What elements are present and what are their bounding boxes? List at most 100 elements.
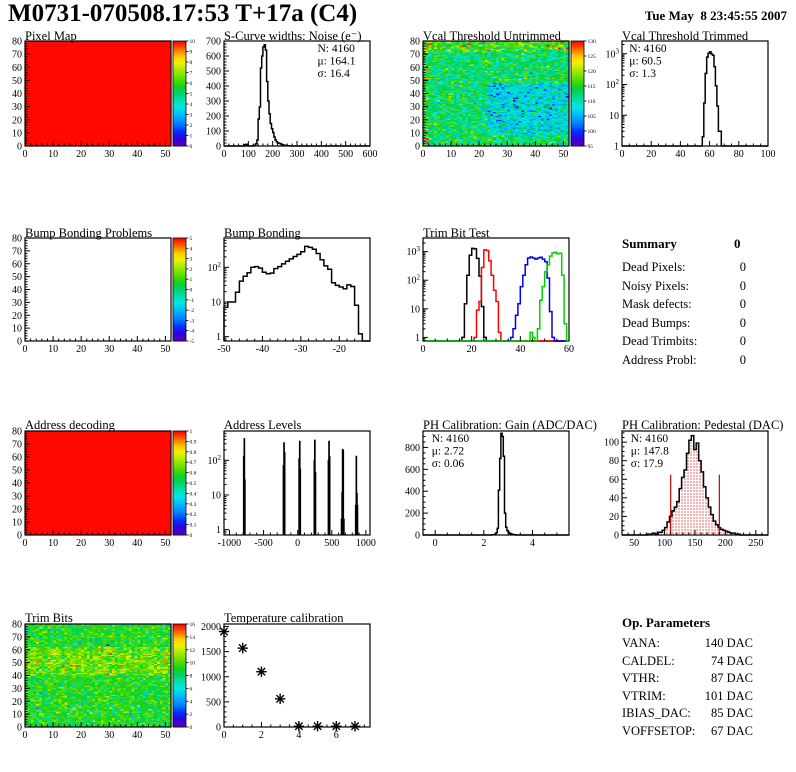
svg-text:-50: -50 [217,344,230,355]
svg-text:40: 40 [132,344,142,355]
svg-text:500: 500 [338,149,353,160]
svg-text:80: 80 [609,456,619,467]
bump-bonding-plot: Bump Bonding -50 -40 -30 -20 1 10 102 [199,225,398,415]
svg-text:10: 10 [48,149,58,160]
summary-panel: Summary 0 Dead Pixels: 0 Noisy Pixels: 0 M… [597,225,796,415]
svg-text:0.2: 0.2 [190,512,197,518]
svg-text:9: 9 [190,50,193,56]
svg-text:700: 700 [206,37,221,48]
summary-row: Noisy Pixels: 0 [622,277,746,296]
svg-text:-1: -1 [190,298,195,304]
svg-text:-4: -4 [190,329,195,335]
svg-text:-1000: -1000 [218,538,241,549]
svg-text:1: 1 [216,525,221,536]
svg-text:80: 80 [12,37,22,48]
svg-text:8: 8 [190,674,193,680]
svg-text:50: 50 [160,538,170,549]
op-parameter-value: 85 DAC [710,706,753,720]
svg-text:1000: 1000 [201,672,221,683]
svg-text:1000: 1000 [356,538,376,549]
svg-text:N: 4160: N: 4160 [631,433,669,445]
svg-text:0: 0 [421,344,426,355]
svg-text:20: 20 [12,697,22,708]
svg-text:-30: -30 [294,344,307,355]
vcal-threshold-untrimmed-plot: Vcal Threshold Untrimmed 0 10 20 30 40 50 0 10 2… [398,30,597,225]
plot-title: Pixel Map [25,29,77,43]
svg-text:10: 10 [48,730,58,741]
op-parameter-label: CALDEL: [622,653,675,668]
svg-text:300: 300 [206,97,221,108]
plot-title: Address Levels [224,418,302,432]
svg-text:0: 0 [23,149,28,160]
svg-text:40: 40 [515,344,525,355]
svg-text:4: 4 [296,730,301,741]
page-title: M0731-070508.17:53 T+17a (C4) [8,0,358,27]
svg-text:250: 250 [748,538,763,549]
svg-text:40: 40 [132,149,142,160]
scurve-noise-plot: S-Curve widths: Noise (e⁻) 0 100 200 300 400… [199,30,398,225]
plot-grid: Pixel Map 0 10 20 30 40 50 0 10 20 30 40 50 60 70 80 10… [0,30,796,772]
svg-text:60: 60 [609,475,619,486]
svg-text:-500: -500 [254,538,272,549]
svg-text:μ: 2.72: μ: 2.72 [432,446,465,458]
svg-text:10: 10 [410,128,420,139]
svg-text:10: 10 [190,39,196,45]
svg-text:10: 10 [190,661,196,667]
svg-text:80: 80 [734,149,744,160]
svg-text:0: 0 [190,725,193,731]
svg-text:10: 10 [446,149,456,160]
address-decoding-plot: Address decoding 0 10 20 30 40 50 0 10 20 30 40 50 6… [0,415,199,608]
temperature-calibration-plot: Temperature calibration 0 2 4 6 0 500 1000 1500… [199,608,398,772]
svg-text:600: 600 [363,149,378,160]
svg-text:1: 1 [190,277,193,283]
summary-title: Summary [622,236,677,251]
svg-text:120: 120 [588,69,597,75]
svg-text:1500: 1500 [201,647,221,658]
svg-text:0.6: 0.6 [190,471,197,477]
svg-text:300: 300 [290,149,305,160]
summary-row: Dead Pixels: 0 [622,258,746,277]
svg-text:2: 2 [259,730,264,741]
plot-title: S-Curve widths: Noise (e⁻) [224,29,362,43]
svg-text:70: 70 [12,246,22,257]
svg-text:30: 30 [12,492,22,503]
svg-text:80: 80 [12,427,22,438]
svg-text:0: 0 [222,149,227,160]
svg-text:0: 0 [216,723,221,734]
timestamp: Tue May 8 23:45:55 2007 [644,8,787,23]
op-parameter-row: VANA: 140 DAC [622,635,753,653]
svg-text:0: 0 [190,144,193,150]
svg-text:N: 4160: N: 4160 [629,43,667,55]
svg-text:5: 5 [190,92,193,98]
svg-text:0: 0 [23,730,28,741]
svg-text:100: 100 [588,129,597,135]
svg-text:0: 0 [415,531,420,542]
svg-text:60: 60 [12,63,22,74]
svg-text:400: 400 [405,487,420,498]
svg-text:20: 20 [646,149,656,160]
svg-text:1: 1 [190,429,193,435]
svg-text:0: 0 [415,142,420,153]
plot-title: Bump Bonding [224,226,301,240]
svg-text:0: 0 [216,142,221,153]
svg-text:0: 0 [17,723,22,734]
svg-text:20: 20 [609,512,619,523]
svg-text:20: 20 [76,344,86,355]
op-parameters-title: Op. Parameters [622,615,711,630]
svg-text:103: 103 [606,47,620,60]
op-parameter-row: CALDEL: 74 DAC [622,653,753,671]
svg-text:30: 30 [12,102,22,113]
svg-text:1: 1 [415,333,420,344]
svg-text:10: 10 [12,518,22,529]
op-parameter-value: 87 DAC [710,671,753,685]
svg-text:σ: 17.9: σ: 17.9 [631,458,664,470]
pixel-map-plot: Pixel Map 0 10 20 30 40 50 0 10 20 30 40 50 60 70 80 10… [0,30,199,225]
svg-text:30: 30 [104,344,114,355]
summary-row: Mask defects: 0 [622,295,746,314]
svg-text:0.7: 0.7 [190,460,197,466]
svg-text:400: 400 [314,149,329,160]
svg-text:1: 1 [216,332,221,343]
svg-text:50: 50 [12,76,22,87]
svg-text:40: 40 [609,493,619,504]
